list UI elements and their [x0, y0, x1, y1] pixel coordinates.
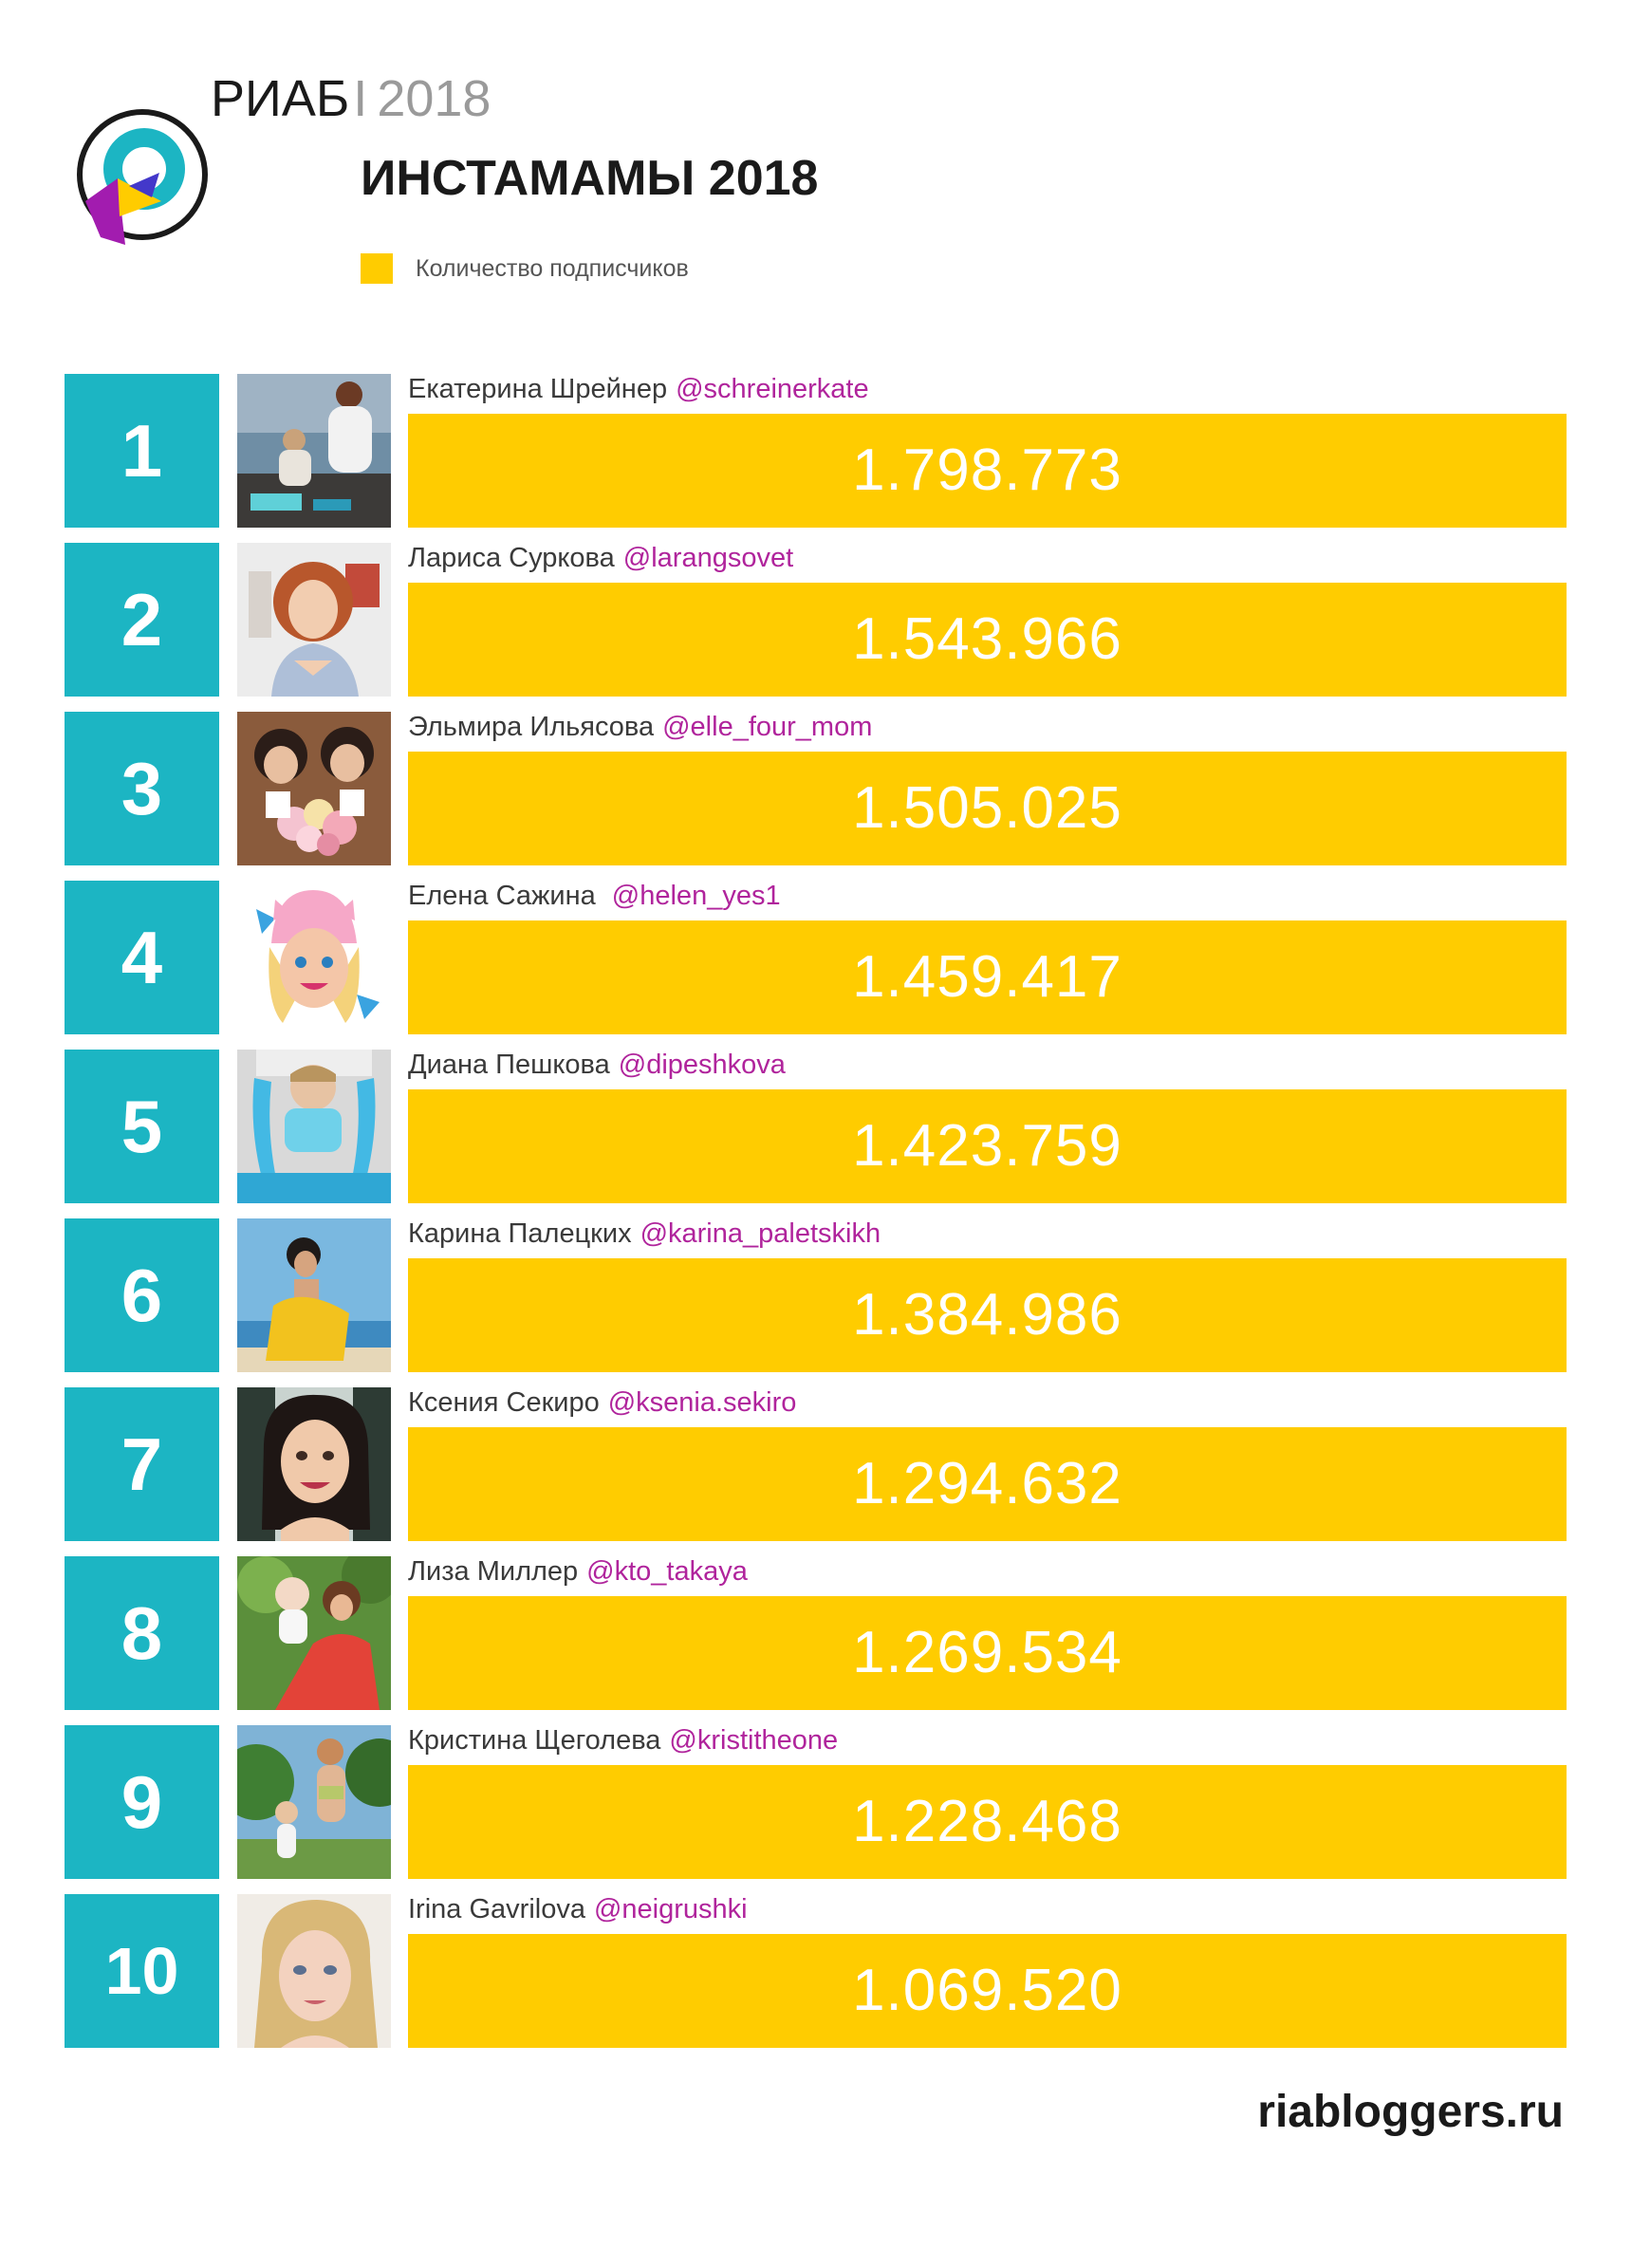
ranking-row: 7 Ксения Секиро @ksenia.sekiro 1.294.632 [0, 1387, 1632, 1541]
blogger-name-line: Кристина Щеголева @kristitheone [408, 1723, 838, 1757]
blogger-name-line: Диана Пешкова @dipeshkova [408, 1048, 786, 1082]
avatar-portrait-photo[interactable] [237, 543, 391, 697]
legend-swatch [361, 253, 393, 284]
follower-count: 1.384.986 [852, 1282, 1122, 1348]
brand-header: РИАБI 2018 [211, 66, 491, 131]
ranking-row: 6 Карина Палецких @karina_paletskikh 1.384.… [0, 1218, 1632, 1372]
brand-name: РИАБ [211, 70, 350, 127]
blogger-name-line: Елена Сажина @helen_yes1 [408, 879, 781, 913]
blogger-name-line: Ксения Секиро @ksenia.sekiro [408, 1385, 796, 1420]
blogger-name: Эльмира Ильясова [408, 712, 655, 742]
avatar-sea-photo[interactable] [237, 1218, 391, 1372]
follower-bar: 1.798.773 [408, 414, 1567, 528]
follower-count: 1.543.966 [852, 606, 1122, 672]
avatar-beach-photo[interactable] [237, 374, 391, 528]
blogger-name: Лиза Миллер [408, 1556, 579, 1587]
follower-bar: 1.294.632 [408, 1427, 1567, 1541]
follower-count: 1.228.468 [852, 1789, 1122, 1854]
follower-bar: 1.459.417 [408, 920, 1567, 1034]
avatar-blonde-portrait[interactable] [237, 1894, 391, 2048]
rank-number: 6 [65, 1218, 219, 1372]
rank-number: 4 [65, 881, 219, 1034]
rank-number: 7 [65, 1387, 219, 1541]
blogger-handle[interactable]: @ksenia.sekiro [607, 1387, 797, 1418]
follower-count: 1.069.520 [852, 1958, 1122, 2023]
ranking-row: 2 Лариса Суркова @larangsovet 1.543.966 [0, 543, 1632, 697]
riab-logo [77, 109, 208, 245]
site-url[interactable]: riabloggers.ru [1257, 2087, 1564, 2137]
follower-count: 1.269.534 [852, 1620, 1122, 1685]
rank-number: 5 [65, 1050, 219, 1203]
rank-number: 2 [65, 543, 219, 697]
follower-count: 1.798.773 [852, 437, 1122, 503]
blogger-handle[interactable]: @karina_paletskikh [640, 1218, 881, 1249]
ranking-row: 5 Диана Пешкова @dipeshkova 1.423.759 [0, 1050, 1632, 1203]
ranking-row: 3 Эльмира Ильясова @elle_four_mom 1.505.025 [0, 712, 1632, 865]
blogger-name: Лариса Суркова [408, 543, 615, 573]
avatar-child-slime-photo[interactable] [237, 1050, 391, 1203]
follower-bar: 1.384.986 [408, 1258, 1567, 1372]
blogger-handle[interactable]: @kristitheone [669, 1725, 839, 1756]
blogger-name: Елена Сажина [408, 881, 603, 911]
blogger-name-line: Лариса Суркова @larangsovet [408, 541, 793, 575]
follower-bar: 1.269.534 [408, 1596, 1567, 1710]
brand-year: 2018 [377, 70, 491, 127]
avatar-garden-photo[interactable] [237, 1556, 391, 1710]
blogger-handle[interactable]: @elle_four_mom [662, 712, 873, 742]
blogger-name-line: Екатерина Шрейнер @schreinerkate [408, 372, 869, 406]
follower-count: 1.505.025 [852, 775, 1122, 841]
blogger-name: Ксения Секиро [408, 1387, 600, 1418]
blogger-name: Кристина Щеголева [408, 1725, 661, 1756]
avatar-kids-flowers-photo[interactable] [237, 712, 391, 865]
legend: Количество подписчиков [361, 253, 689, 284]
rank-number: 8 [65, 1556, 219, 1710]
rank-number: 1 [65, 374, 219, 528]
page-title: ИНСТАМАМЫ 2018 [361, 151, 819, 206]
follower-bar: 1.543.966 [408, 583, 1567, 697]
avatar-garden-family-photo[interactable] [237, 1725, 391, 1879]
follower-count: 1.423.759 [852, 1113, 1122, 1179]
follower-bar: 1.505.025 [408, 752, 1567, 865]
rank-number: 9 [65, 1725, 219, 1879]
ranking-row: 4 Елена Сажина @helen_yes1 1.459.417 [0, 881, 1632, 1034]
follower-bar: 1.228.468 [408, 1765, 1567, 1879]
avatar-cartoon-portrait[interactable] [237, 1387, 391, 1541]
blogger-name: Карина Палецких [408, 1218, 632, 1249]
blogger-handle[interactable]: @dipeshkova [618, 1050, 786, 1080]
blogger-handle[interactable]: @schreinerkate [676, 374, 869, 404]
blogger-name-line: Irina Gavrilova @neigrushki [408, 1892, 748, 1926]
blogger-handle[interactable]: @larangsovet [622, 543, 794, 573]
ranking-row: 10 Irina Gavrilova @neigrushki 1.069.520 [0, 1894, 1632, 2048]
rank-number: 10 [65, 1894, 219, 2048]
blogger-name: Irina Gavrilova [408, 1894, 585, 1924]
ranking-row: 9 Кристина Щеголева @kristitheone 1.228.468 [0, 1725, 1632, 1879]
logo-purple-shape [85, 178, 125, 245]
ranking-row: 1 Екатерина Шрейнер @schreinerkate 1.798.77… [0, 374, 1632, 528]
logo-indigo-shape [129, 173, 159, 197]
blogger-name-line: Эльмира Ильясова @elle_four_mom [408, 710, 872, 744]
rank-number: 3 [65, 712, 219, 865]
legend-label: Количество подписчиков [416, 254, 689, 282]
logo-yellow-shape [118, 178, 161, 216]
blogger-name-line: Лиза Миллер @kto_takaya [408, 1554, 748, 1589]
follower-count: 1.294.632 [852, 1451, 1122, 1516]
ranking-row: 8 Лиза Миллер @kto_takaya 1.269.534 [0, 1556, 1632, 1710]
blogger-name: Екатерина Шрейнер [408, 374, 668, 404]
blogger-name-line: Карина Палецких @karina_paletskikh [408, 1217, 881, 1251]
brand-separator: I [353, 70, 368, 127]
blogger-name: Диана Пешкова [408, 1050, 610, 1080]
blogger-handle[interactable]: @helen_yes1 [611, 881, 781, 911]
avatar-cartoon-avatar[interactable] [237, 881, 391, 1034]
follower-bar: 1.069.520 [408, 1934, 1567, 2048]
blogger-handle[interactable]: @neigrushki [593, 1894, 748, 1924]
follower-count: 1.459.417 [852, 944, 1122, 1010]
blogger-handle[interactable]: @kto_takaya [586, 1556, 748, 1587]
follower-bar: 1.423.759 [408, 1089, 1567, 1203]
